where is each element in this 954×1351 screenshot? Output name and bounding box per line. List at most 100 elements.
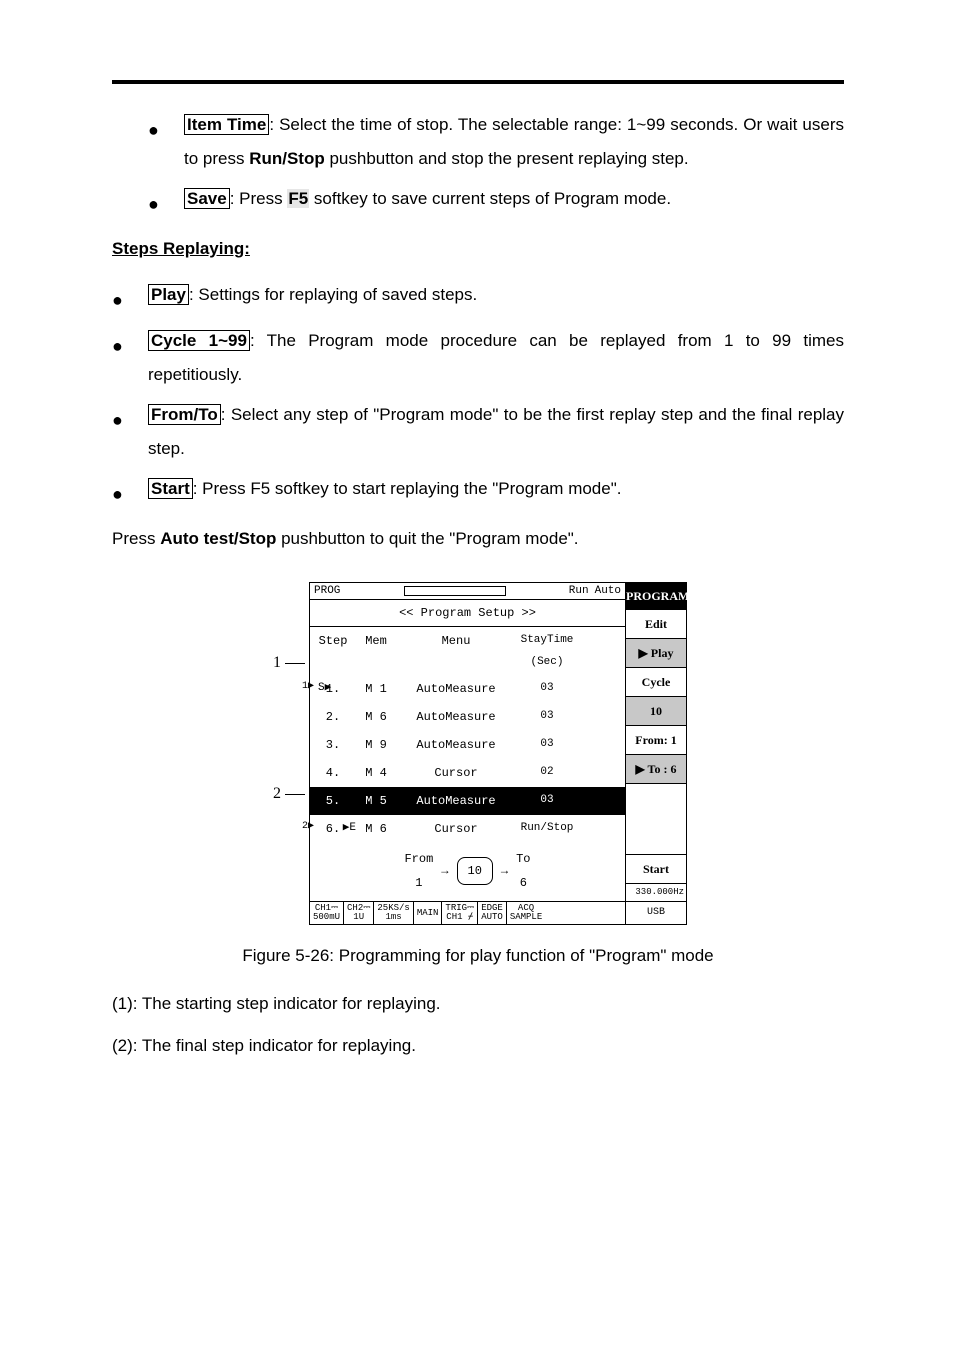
callout-1: 1	[273, 647, 305, 679]
screenshot-wrapper: 1 2 PROG Run Auto << Program Setup >>	[112, 582, 844, 925]
screenshot-side-menu: PROGRAM Edit▶ PlayCycle10From: 1▶ To : 6…	[625, 583, 686, 924]
side-buttons: Edit▶ PlayCycle10From: 1▶ To : 6	[626, 609, 686, 783]
press-line: Press Auto test/Stop pushbutton to quit …	[112, 522, 844, 556]
side-button[interactable]: Cycle	[626, 667, 686, 697]
side-button[interactable]: From: 1	[626, 725, 686, 755]
to-value: 6	[520, 876, 527, 890]
top-rule	[112, 80, 844, 84]
side-button[interactable]: Edit	[626, 609, 686, 639]
cell-stay: 03	[516, 789, 578, 813]
table-row: 3.M 9AutoMeasure03	[310, 731, 625, 759]
bullet-marker: ●	[148, 182, 166, 222]
cell-menu: Cursor	[396, 761, 516, 785]
frequency-readout: 330.000Hz	[626, 883, 686, 901]
table-row: 2.M 6AutoMeasure03	[310, 703, 625, 731]
table-header: Step Mem Menu StayTime (Sec)	[310, 627, 625, 675]
side-button[interactable]: ▶ Play	[626, 638, 686, 668]
status-cell: TRIG⎓CH1 ⌿	[442, 902, 478, 924]
cell-stay: 02	[516, 761, 578, 785]
oscilloscope-screenshot: PROG Run Auto << Program Setup >> Step M…	[309, 582, 687, 925]
inner-marker: 2▶	[302, 817, 314, 837]
auto-label: Auto	[595, 580, 621, 602]
cell-mem: M 6	[356, 705, 396, 729]
screenshot-main: PROG Run Auto << Program Setup >> Step M…	[310, 583, 625, 924]
from-col: From 1	[404, 847, 433, 895]
callout-2: 2	[273, 778, 305, 810]
cell-mem: M 4	[356, 761, 396, 785]
status-cell: CH1⎓500mU	[310, 902, 344, 924]
bullet-marker: ●	[112, 278, 130, 318]
bullet-body: Item Time: Select the time of stop. The …	[184, 108, 844, 176]
arrow-right-icon: →	[501, 859, 508, 883]
stay-l2: (Sec)	[530, 656, 563, 668]
usb-label: USB	[626, 901, 686, 924]
callout-2-label: 2	[273, 785, 281, 802]
bullet-cycle: ● Cycle 1~99: The Program mode procedure…	[112, 324, 844, 392]
term-play: Play	[148, 284, 189, 305]
text: Press	[112, 529, 160, 548]
to-label: To	[516, 852, 530, 866]
table-row: 1▶S▶1.M 1AutoMeasure03	[310, 675, 625, 703]
status-cell: EDGEAUTO	[478, 902, 507, 924]
callout-1-label: 1	[273, 654, 281, 671]
term-fromto: From/To	[148, 404, 221, 425]
col-menu: Menu	[396, 629, 516, 673]
status-cell: 25KS/s1ms	[374, 902, 413, 924]
prog-label: PROG	[314, 580, 340, 602]
cell-mem: M 1	[356, 677, 396, 701]
screenshot-topbar: PROG Run Auto	[310, 583, 625, 600]
status-cell: CH2⎓1U	[344, 902, 374, 924]
start-button[interactable]: Start	[626, 854, 686, 884]
section-title: Steps Replaying:	[112, 232, 844, 266]
to-col: To 6	[516, 847, 530, 895]
bullet-body: From/To: Select any step of "Program mod…	[148, 398, 844, 466]
table-rows: 1▶S▶1.M 1AutoMeasure032.M 6AutoMeasure03…	[310, 675, 625, 843]
status-cell: ACQSAMPLE	[507, 902, 545, 924]
text: : Select any step of "Program mode" to b…	[148, 405, 844, 458]
text: : Press F5 softkey to start replaying th…	[193, 479, 622, 498]
inner-marker: 1▶	[302, 677, 314, 697]
table-row: 4.M 4Cursor02	[310, 759, 625, 787]
text: : Press	[230, 189, 288, 208]
bullet-marker: ●	[148, 108, 166, 176]
text: softkey to save current steps of Program…	[309, 189, 671, 208]
bullet-play: ● Play: Settings for replaying of saved …	[112, 278, 844, 318]
bullet-marker: ●	[112, 324, 130, 392]
cell-step: 2.	[310, 705, 356, 729]
cell-menu: AutoMeasure	[396, 733, 516, 757]
bullet-marker: ●	[112, 472, 130, 512]
term-save: Save	[184, 188, 230, 209]
bullet-body: Save: Press F5 softkey to save current s…	[184, 182, 844, 222]
page: ● Item Time: Select the time of stop. Th…	[0, 0, 954, 1131]
run-label: Run	[569, 580, 589, 602]
table-row: 5.M 5AutoMeasure03	[310, 787, 625, 815]
cell-stay: 03	[516, 733, 578, 757]
col-mem: Mem	[356, 629, 396, 673]
note-2: (2): The final step indicator for replay…	[112, 1029, 844, 1063]
cell-step: 2▶6. ▶E	[310, 817, 356, 841]
cell-step: 1▶S▶1.	[310, 677, 356, 701]
progress-bar	[404, 586, 506, 596]
bullet-body: Play: Settings for replaying of saved st…	[148, 278, 844, 318]
cell-menu: Cursor	[396, 817, 516, 841]
arrow-right-icon: →	[441, 859, 448, 883]
cell-menu: AutoMeasure	[396, 677, 516, 701]
col-stay: StayTime (Sec)	[516, 629, 578, 673]
table-row: 2▶6. ▶EM 6CursorRun/Stop	[310, 815, 625, 843]
status-bar: CH1⎓500mUCH2⎓1U25KS/s1msMAINTRIG⎓CH1 ⌿ED…	[310, 901, 625, 924]
side-button[interactable]: 10	[626, 696, 686, 726]
cell-menu: AutoMeasure	[396, 789, 516, 813]
setup-title: << Program Setup >>	[310, 600, 625, 627]
cell-stay: 03	[516, 677, 578, 701]
bullet-fromto: ● From/To: Select any step of "Program m…	[112, 398, 844, 466]
bullet-save: ● Save: Press F5 softkey to save current…	[112, 182, 844, 222]
term-item-time: Item Time	[184, 114, 269, 135]
bullet-body: Cycle 1~99: The Program mode procedure c…	[148, 324, 844, 392]
side-button[interactable]: ▶ To : 6	[626, 754, 686, 784]
from-label: From	[404, 852, 433, 866]
start-marker: S▶	[318, 677, 331, 699]
cell-stay: Run/Stop	[516, 817, 578, 841]
text: : Settings for replaying of saved steps.	[189, 285, 477, 304]
bullet-item-time: ● Item Time: Select the time of stop. Th…	[112, 108, 844, 176]
stay-l1: StayTime	[521, 634, 574, 646]
